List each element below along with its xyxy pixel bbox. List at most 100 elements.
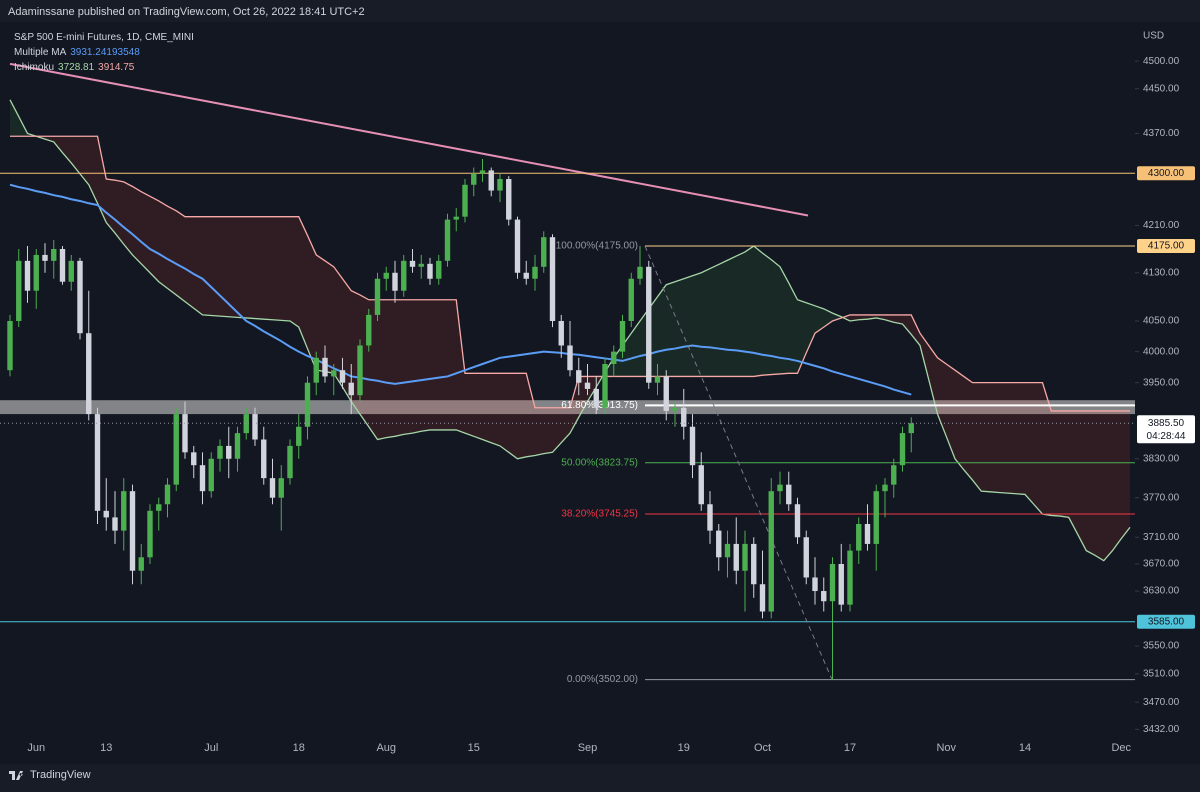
candle-body [847, 550, 853, 605]
cloud [998, 382, 1008, 494]
cloud [106, 179, 115, 234]
cloud [316, 254, 325, 372]
candle-body [24, 260, 31, 291]
x-tick-label: Sep [578, 742, 598, 754]
cloud [1068, 410, 1078, 534]
cloud [1042, 382, 1052, 516]
cloud [237, 216, 247, 318]
candle-body [331, 370, 337, 377]
y-tick-label: 3950.00 [1143, 377, 1180, 388]
candle-body [86, 333, 92, 415]
candle-body [523, 272, 529, 279]
candle-body [838, 563, 844, 605]
candle-body [199, 465, 206, 492]
candle-body [856, 524, 862, 551]
cloud [788, 282, 798, 374]
cloud [491, 373, 500, 446]
candle-body [182, 414, 188, 453]
cloud [158, 200, 168, 289]
fib-badge-label: 4175.00 [1148, 241, 1185, 252]
lead1-line [9, 99, 1131, 562]
candle-body [777, 484, 783, 492]
cloud [990, 382, 999, 493]
candle-body [156, 504, 162, 511]
candle-body [663, 376, 669, 411]
cloud [1007, 382, 1017, 494]
candle-body [103, 510, 109, 518]
cloud [753, 246, 763, 377]
cloud [692, 272, 702, 377]
cloud [228, 216, 238, 318]
candle-body [593, 388, 599, 408]
candle-body [296, 426, 302, 446]
cloud [333, 266, 343, 388]
candle-body [138, 557, 144, 571]
candle-body [77, 260, 83, 334]
candle-body [681, 407, 687, 427]
candle-body [541, 237, 547, 267]
legend-ichimoku: Ichimoku 3728.81 3914.75 [14, 60, 194, 75]
price-badge-label: 3885.50 [1148, 418, 1185, 429]
candle-body [226, 445, 232, 459]
cloud [325, 260, 334, 374]
cloud [167, 206, 177, 295]
cloud [123, 181, 133, 255]
cloud [482, 373, 492, 443]
cloud [150, 196, 159, 282]
cloud [1095, 410, 1104, 561]
legend-ichimoku-name: Ichimoku [14, 62, 55, 73]
candle-body [287, 445, 293, 479]
cloud [1086, 410, 1095, 556]
cloud [780, 266, 789, 374]
cloud [675, 278, 684, 377]
candle-body [882, 484, 888, 492]
x-tick-label: 13 [100, 742, 112, 754]
cloud [937, 357, 947, 437]
y-tick-label: 3630.00 [1143, 586, 1180, 597]
candle-body [716, 530, 722, 558]
candle-body [339, 370, 346, 383]
cloud [570, 376, 579, 434]
x-tick-label: Dec [1111, 742, 1131, 754]
candle-body [269, 478, 276, 498]
candle-body [191, 452, 197, 466]
candle-body [33, 254, 39, 291]
cloud [1077, 410, 1087, 551]
cloud [745, 246, 754, 377]
candle-body [173, 414, 179, 485]
candle-body [611, 351, 617, 365]
cloud [1025, 382, 1034, 505]
candle-body [829, 563, 836, 602]
cloud [80, 136, 89, 185]
y-tick-label: 3550.00 [1143, 641, 1180, 652]
fib-trend [644, 245, 833, 680]
publisher-line: Adaminssane published on TradingView.com… [8, 6, 365, 18]
cloud [62, 136, 72, 163]
cloud [211, 216, 220, 317]
cloud [963, 376, 973, 481]
level-badge [1137, 614, 1195, 629]
brand-logo [9, 771, 23, 780]
level-badge [1137, 166, 1195, 181]
candle-body [707, 504, 713, 531]
cloud [710, 264, 719, 377]
candle-body [584, 382, 591, 389]
cloud [902, 314, 912, 335]
fib-label: 0.00%(3502.00) [567, 674, 638, 685]
y-tick-label: 3510.00 [1143, 669, 1180, 680]
candle-body [549, 237, 556, 322]
level-badge-label: 3585.00 [1148, 616, 1185, 627]
cloud [526, 373, 535, 457]
candle-body [261, 439, 267, 479]
cloud [430, 299, 439, 430]
y-tick-label: 3432.00 [1143, 724, 1180, 735]
cloud [263, 216, 273, 320]
candle-body [803, 537, 809, 578]
cloud [806, 302, 815, 353]
fib-label: 38.20%(3745.25) [561, 509, 638, 520]
cloud [412, 299, 422, 434]
candle-body [453, 216, 459, 220]
candle-body [742, 543, 748, 571]
candle-body [444, 219, 451, 261]
